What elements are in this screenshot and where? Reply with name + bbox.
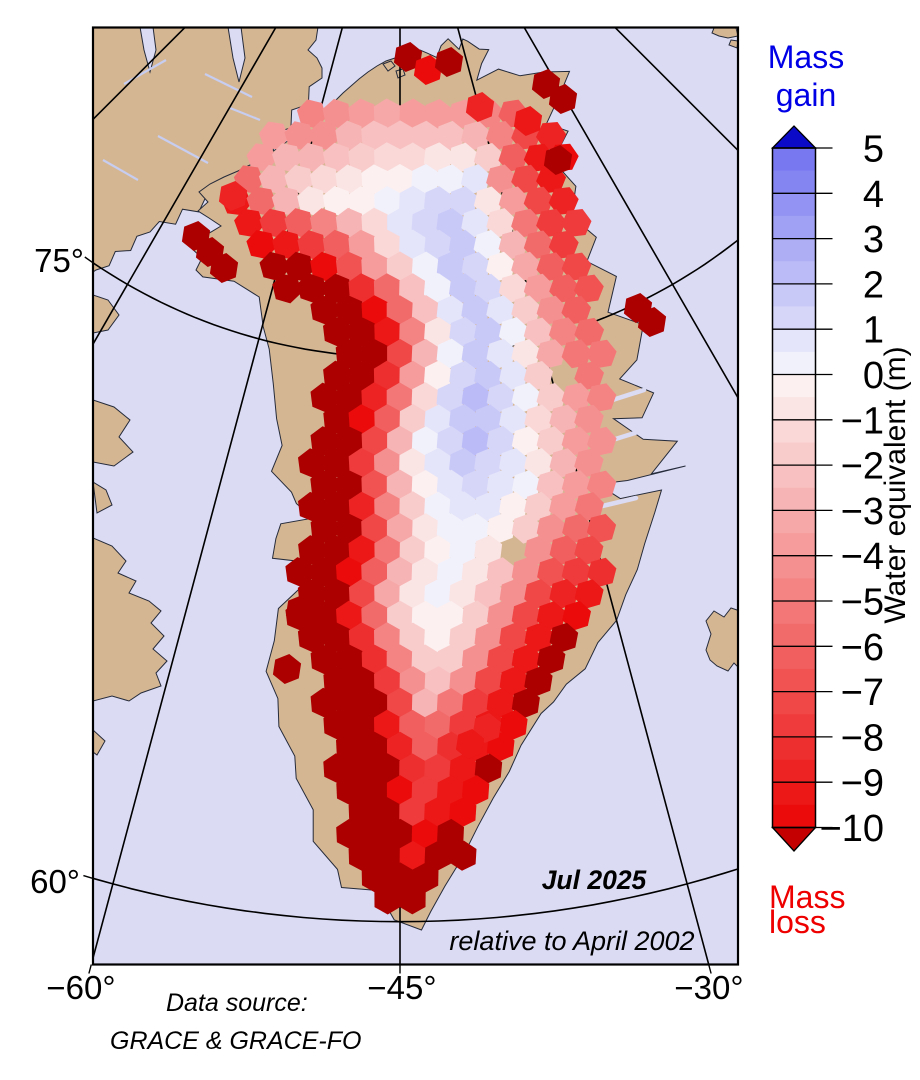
svg-text:−10: −10 bbox=[820, 808, 884, 850]
svg-text:−30°: −30° bbox=[674, 969, 743, 1006]
svg-text:−60°: −60° bbox=[46, 969, 115, 1006]
svg-text:−45°: −45° bbox=[367, 969, 436, 1006]
svg-text:−5: −5 bbox=[841, 582, 884, 624]
svg-text:Data source:: Data source: bbox=[166, 989, 308, 1017]
svg-text:4: 4 bbox=[863, 174, 884, 216]
svg-text:relative to April 2002: relative to April 2002 bbox=[449, 926, 694, 956]
svg-text:−7: −7 bbox=[841, 672, 884, 714]
svg-text:Water equivalent (m): Water equivalent (m) bbox=[879, 346, 912, 623]
svg-text:GRACE & GRACE-FO: GRACE & GRACE-FO bbox=[110, 1027, 361, 1055]
svg-text:−6: −6 bbox=[841, 627, 884, 669]
svg-text:Mass: Mass bbox=[769, 879, 845, 915]
svg-text:0: 0 bbox=[863, 355, 884, 397]
svg-text:2: 2 bbox=[863, 264, 884, 306]
svg-text:Jul 2025: Jul 2025 bbox=[542, 865, 648, 895]
svg-text:5: 5 bbox=[863, 129, 884, 171]
svg-text:75°: 75° bbox=[34, 242, 84, 279]
svg-text:−4: −4 bbox=[841, 536, 884, 578]
svg-text:−1: −1 bbox=[841, 400, 884, 442]
svg-text:−2: −2 bbox=[841, 446, 884, 488]
svg-text:loss: loss bbox=[769, 904, 826, 940]
svg-text:−3: −3 bbox=[841, 491, 884, 533]
svg-text:60°: 60° bbox=[30, 863, 80, 900]
svg-text:1: 1 bbox=[863, 310, 884, 352]
svg-text:−9: −9 bbox=[841, 763, 884, 805]
svg-text:3: 3 bbox=[863, 219, 884, 261]
svg-text:Mass: Mass bbox=[768, 39, 844, 75]
svg-text:gain: gain bbox=[776, 77, 837, 113]
svg-text:−8: −8 bbox=[841, 717, 884, 759]
